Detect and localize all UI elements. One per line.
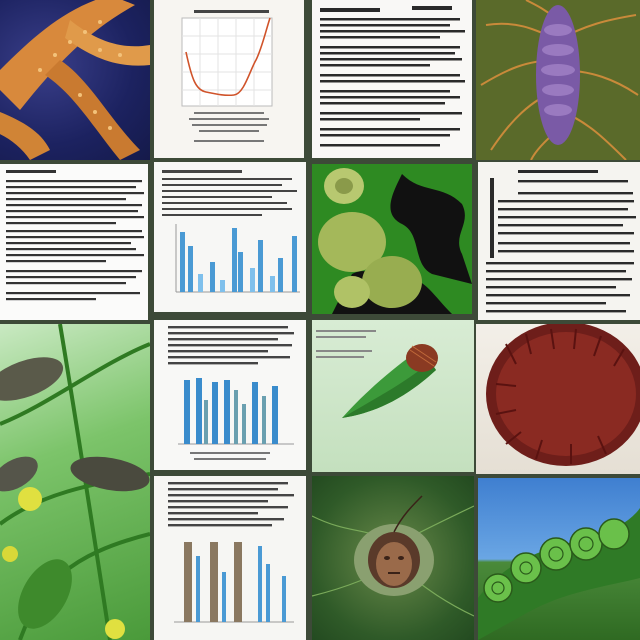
plant-pods-illustration: [0, 324, 150, 640]
bar-chart-figure: [162, 170, 300, 293]
tile-orange-tentacle-creature: [0, 0, 150, 160]
tile-text-document-right: [478, 162, 640, 320]
tile-green-seed-pod: [312, 320, 474, 472]
bar-chart-figure: [168, 326, 294, 460]
cell-cluster-illustration: [318, 168, 472, 314]
caterpillar-illustration: [478, 508, 640, 640]
tile-bar-chart-document-middle: [154, 320, 306, 470]
seed-pod-illustration: [316, 330, 438, 418]
tile-red-spiny-sphere: [476, 324, 640, 474]
tile-green-caterpillar: [478, 478, 640, 640]
root-organism-illustration: [480, 0, 639, 160]
text-document-page: [6, 170, 144, 301]
tile-face-in-green-flora: [312, 476, 474, 640]
tile-green-cell-cluster: [312, 164, 472, 314]
tile-text-document: [312, 0, 472, 158]
line-chart-figure: [181, 10, 273, 142]
tile-green-plant-pods: [0, 324, 150, 640]
text-document-page: [320, 6, 465, 147]
tile-line-chart-document: [154, 0, 304, 158]
bar-chart-figure: [168, 482, 294, 623]
tile-text-document-left: [0, 164, 148, 320]
tile-bar-chart-document: [154, 162, 306, 312]
tile-purple-root-organism: [476, 0, 640, 160]
orange-tentacle-illustration: [0, 0, 150, 160]
face-flora-illustration: [312, 495, 474, 617]
tile-bar-chart-document-bottom: [154, 476, 306, 640]
text-document-page: [486, 170, 636, 313]
spiny-sphere-illustration: [486, 324, 640, 466]
